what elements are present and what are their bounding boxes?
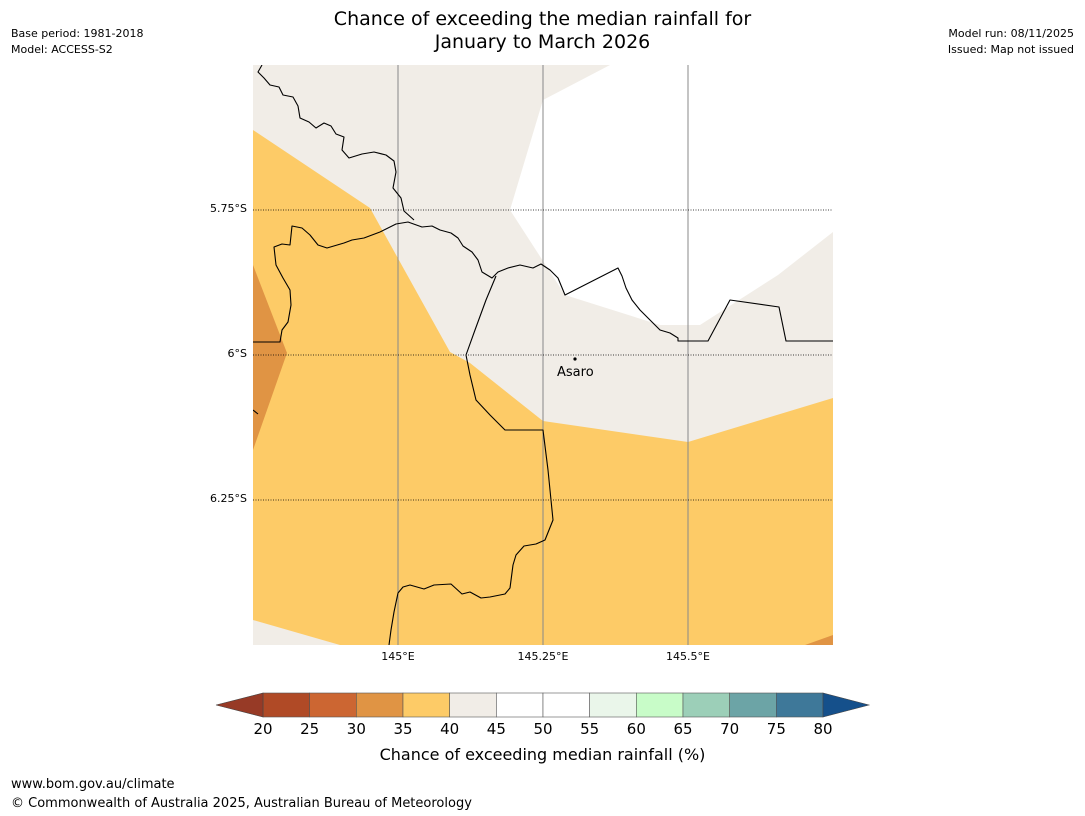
band-45-55-area — [510, 65, 833, 325]
colorbar-tick-30: 30 — [346, 720, 366, 738]
colorbar-tick-25: 25 — [300, 720, 320, 738]
place-label-asaro: Asaro — [557, 365, 594, 380]
colorbar-tick-45: 45 — [486, 720, 506, 738]
band-40-45-area-bottom — [253, 620, 340, 645]
map-title: Chance of exceeding the median rainfall … — [0, 8, 1085, 54]
lat-label-6: 6°S — [227, 347, 247, 360]
colorbar-tick-55: 55 — [580, 720, 600, 738]
model-text: Model: ACCESS-S2 — [11, 43, 113, 56]
band-30-35-area-corner — [805, 635, 833, 645]
colorbar-tick-35: 35 — [393, 720, 413, 738]
model-run-text: Model run: 08/11/2025 — [948, 27, 1074, 40]
band-30-35-area — [253, 265, 287, 450]
colorbar-tick-50: 50 — [533, 720, 553, 738]
colorbar-tick-20: 20 — [253, 720, 273, 738]
lon-label-14525: 145.25°E — [517, 650, 569, 663]
colorbar-tick-80: 80 — [813, 720, 833, 738]
lon-label-145: 145°E — [381, 650, 415, 663]
lat-label-625: 6.25°S — [210, 492, 247, 505]
footer-url: www.bom.gov.au/climate — [11, 777, 175, 792]
colorbar-tick-40: 40 — [440, 720, 460, 738]
lat-label-575: 5.75°S — [210, 202, 247, 215]
colorbar-tick-65: 65 — [673, 720, 693, 738]
colorbar-tick-70: 70 — [720, 720, 740, 738]
title-line-2: January to March 2026 — [434, 31, 651, 53]
footer-copyright: © Commonwealth of Australia 2025, Austra… — [11, 796, 472, 811]
meta-right: Model run: 08/11/2025 Issued: Map not is… — [948, 26, 1074, 58]
colorbar-tick-75: 75 — [766, 720, 786, 738]
meta-left: Base period: 1981-2018 Model: ACCESS-S2 — [11, 26, 143, 58]
base-period-text: Base period: 1981-2018 — [11, 27, 144, 40]
rainfall-map — [253, 65, 833, 645]
footer: www.bom.gov.au/climate © Commonwealth of… — [11, 775, 472, 813]
asaro-marker — [573, 357, 577, 361]
title-line-1: Chance of exceeding the median rainfall … — [333, 8, 752, 30]
colorbar-label: Chance of exceeding median rainfall (%) — [379, 745, 706, 764]
province-boundaries — [253, 65, 833, 645]
colorbar-tick-60: 60 — [626, 720, 646, 738]
graticule-lines — [253, 65, 833, 645]
lon-label-1455: 145.5°E — [666, 650, 710, 663]
issued-text: Issued: Map not issued — [947, 43, 1074, 56]
